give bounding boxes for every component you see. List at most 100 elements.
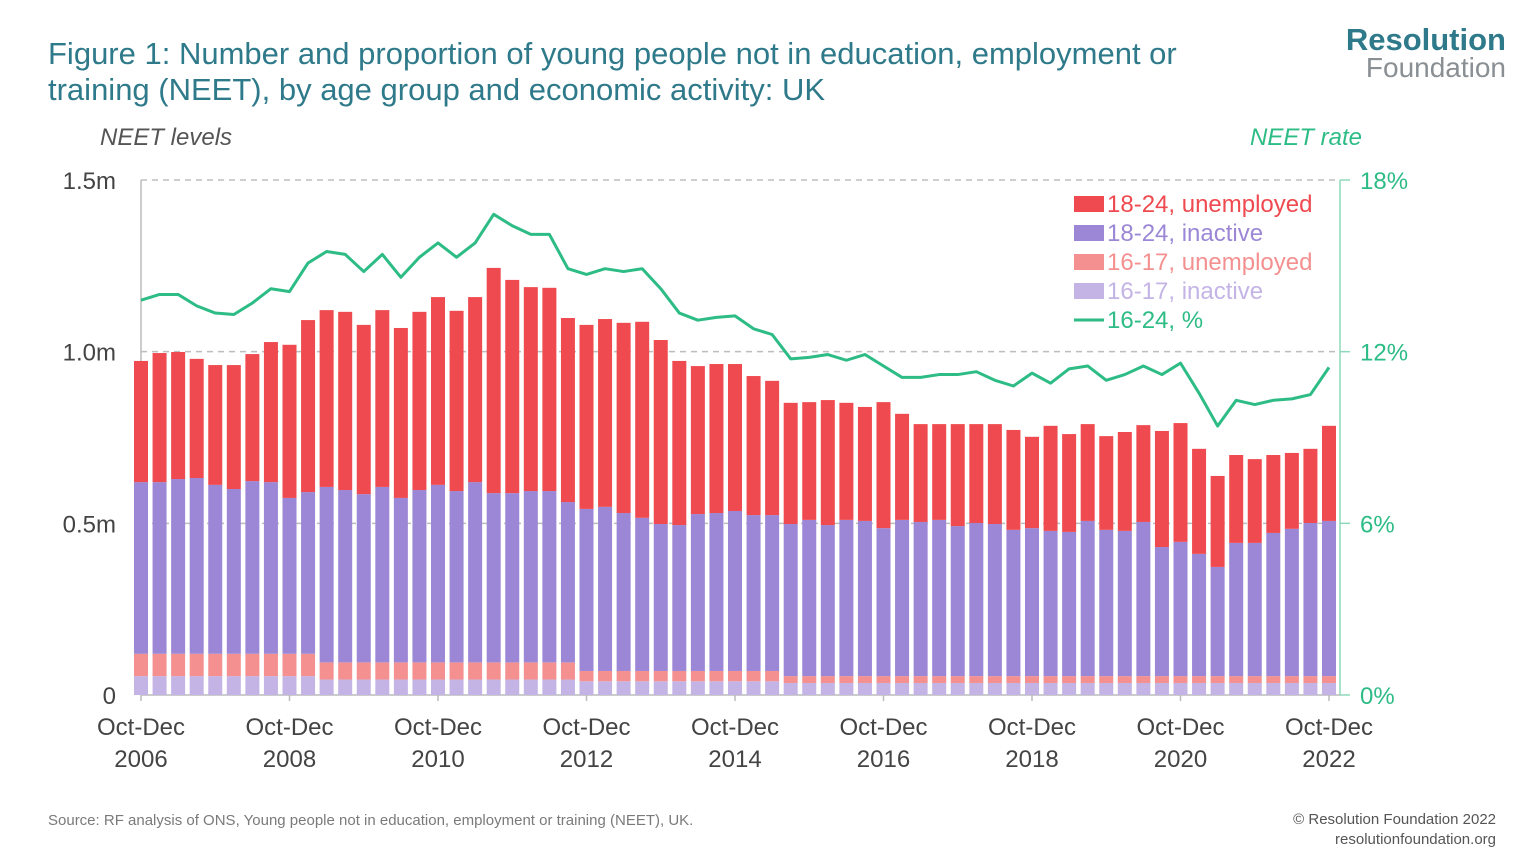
bar-u16 (746, 670, 761, 682)
bar-l16 (189, 676, 204, 695)
x-tick-label: Oct-Dec (97, 714, 185, 741)
x-tick-year: 2012 (560, 746, 613, 773)
bar-i18 (895, 519, 910, 677)
bar-i18 (1062, 531, 1077, 677)
bar-l16 (282, 676, 297, 695)
bar-l16 (431, 679, 445, 695)
logo-line-1: Resolution (1345, 22, 1506, 57)
bar-l16 (542, 679, 557, 695)
bar-u18 (1303, 448, 1318, 523)
bar-u16 (189, 653, 204, 677)
bar-l16 (802, 682, 817, 695)
bar-i18 (672, 525, 687, 671)
x-tick-label: Oct-Dec (542, 714, 630, 741)
bar-u18 (1322, 425, 1336, 521)
bar-i18 (245, 481, 260, 654)
bar-l16 (653, 681, 668, 695)
bar-i18 (765, 515, 780, 671)
bar-u18 (969, 424, 984, 523)
bar-u18 (245, 354, 260, 482)
bar-l16 (932, 682, 947, 695)
bar-i18 (560, 502, 575, 663)
x-tick-year: 2020 (1154, 746, 1207, 773)
bar-l16 (969, 682, 984, 695)
bar-i18 (134, 482, 148, 654)
bar-l16 (1173, 682, 1188, 695)
bar-u18 (486, 267, 501, 494)
bar-l16 (1192, 682, 1207, 695)
bar-l16 (1210, 682, 1225, 695)
bar-l16 (152, 676, 167, 695)
bar-u16 (1247, 676, 1262, 683)
bar-u16 (338, 662, 353, 680)
bar-i18 (969, 522, 984, 677)
bar-u16 (134, 653, 148, 677)
bar-i18 (616, 513, 631, 671)
bar-u16 (932, 676, 947, 683)
bar-l16 (1062, 682, 1077, 695)
bar-l16 (1266, 682, 1281, 695)
bar-u18 (1173, 423, 1188, 542)
bar-u18 (1229, 455, 1244, 543)
y2-tick-label: 18% (1360, 168, 1408, 195)
bar-i18 (189, 478, 204, 654)
bar-u16 (950, 676, 965, 683)
y-tick-label: 1.0m (63, 340, 116, 367)
legend-swatch-l16 (1074, 283, 1104, 299)
bar-u18 (356, 324, 371, 495)
bar-i18 (152, 482, 167, 654)
bar-l16 (356, 679, 371, 695)
legend-label: 18-24, unemployed (1107, 191, 1312, 218)
bar-u18 (987, 424, 1002, 525)
bar-u16 (208, 653, 223, 677)
bar-l16 (171, 676, 186, 695)
bar-u16 (802, 676, 817, 683)
bar-u18 (1192, 448, 1207, 554)
bar-u16 (301, 653, 316, 677)
bar-u18 (171, 352, 186, 480)
logo-line-2: Foundation (1365, 52, 1506, 83)
bar-l16 (134, 676, 148, 695)
bar-u18 (839, 402, 854, 520)
bar-u18 (226, 365, 241, 489)
bar-l16 (690, 681, 705, 695)
bar-u18 (468, 297, 483, 483)
bar-u18 (709, 364, 724, 514)
y2-tick-label: 0% (1360, 683, 1395, 710)
legend-swatch-u18 (1074, 196, 1104, 212)
bar-u16 (245, 653, 260, 677)
bar-i18 (542, 491, 557, 663)
bar-u18 (876, 402, 891, 529)
bar-l16 (857, 682, 872, 695)
bar-l16 (505, 679, 520, 695)
bar-u16 (152, 653, 167, 677)
bar-l16 (1080, 682, 1095, 695)
bar-u18 (746, 376, 761, 516)
bar-l16 (1006, 682, 1021, 695)
bar-u18 (1080, 424, 1095, 521)
bar-i18 (987, 524, 1002, 677)
bar-i18 (598, 506, 613, 671)
bar-i18 (1284, 528, 1299, 677)
bar-i18 (338, 490, 353, 663)
bar-u18 (616, 322, 631, 514)
bar-u16 (987, 676, 1002, 683)
x-tick-year: 2018 (1005, 746, 1058, 773)
bar-u18 (765, 380, 780, 516)
bar-l16 (208, 676, 223, 695)
bar-u16 (1229, 676, 1244, 683)
bar-u16 (895, 676, 910, 683)
right-axis-label: NEET rate (1250, 124, 1363, 151)
bar-l16 (1247, 682, 1262, 695)
bar-i18 (486, 493, 501, 663)
bar-u18 (301, 320, 316, 493)
bar-u18 (338, 311, 353, 491)
bar-u16 (728, 670, 742, 682)
y2-tick-label: 6% (1360, 511, 1395, 538)
bar-u18 (728, 364, 742, 511)
bar-u16 (857, 676, 872, 683)
bar-i18 (876, 528, 891, 677)
bar-u16 (412, 662, 427, 680)
bar-i18 (709, 513, 724, 671)
bar-i18 (468, 482, 483, 663)
